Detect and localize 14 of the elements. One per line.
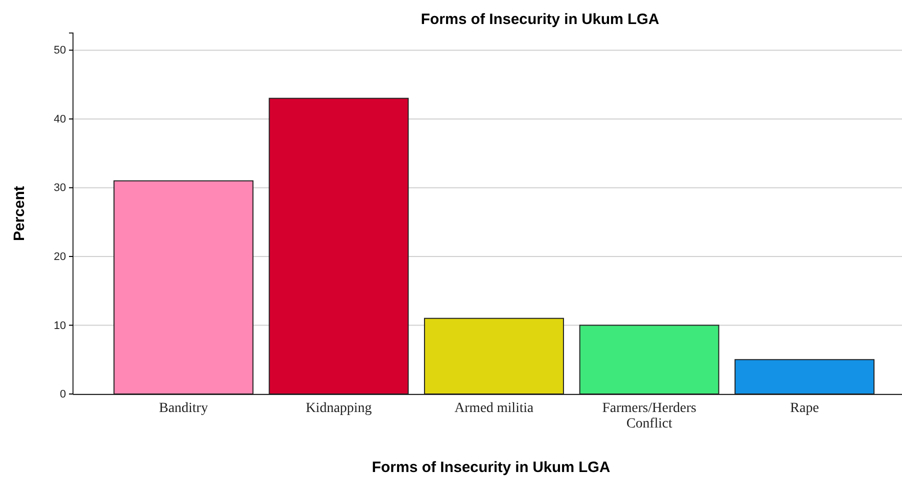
x-tick-label: Kidnapping (306, 400, 372, 416)
y-tick-label: 10 (54, 320, 66, 332)
x-tick-label: Farmers/Herders Conflict (602, 400, 696, 432)
y-tick-label: 0 (60, 388, 66, 401)
y-tick-label: 30 (54, 182, 66, 194)
y-tick-label: 40 (54, 113, 66, 126)
y-tick-label: 50 (54, 44, 66, 57)
x-tick-label: Armed militia (454, 400, 534, 416)
y-axis-title: Percent (11, 186, 28, 242)
y-tick-label: 20 (54, 250, 66, 263)
x-tick-label: Banditry (158, 400, 208, 416)
x-axis-title: Forms of Insecurity in Ukum LGA (372, 459, 610, 476)
x-tick-label: Rape (790, 400, 819, 416)
chart-title: Forms of Insecurity in Ukum LGA (420, 11, 660, 28)
